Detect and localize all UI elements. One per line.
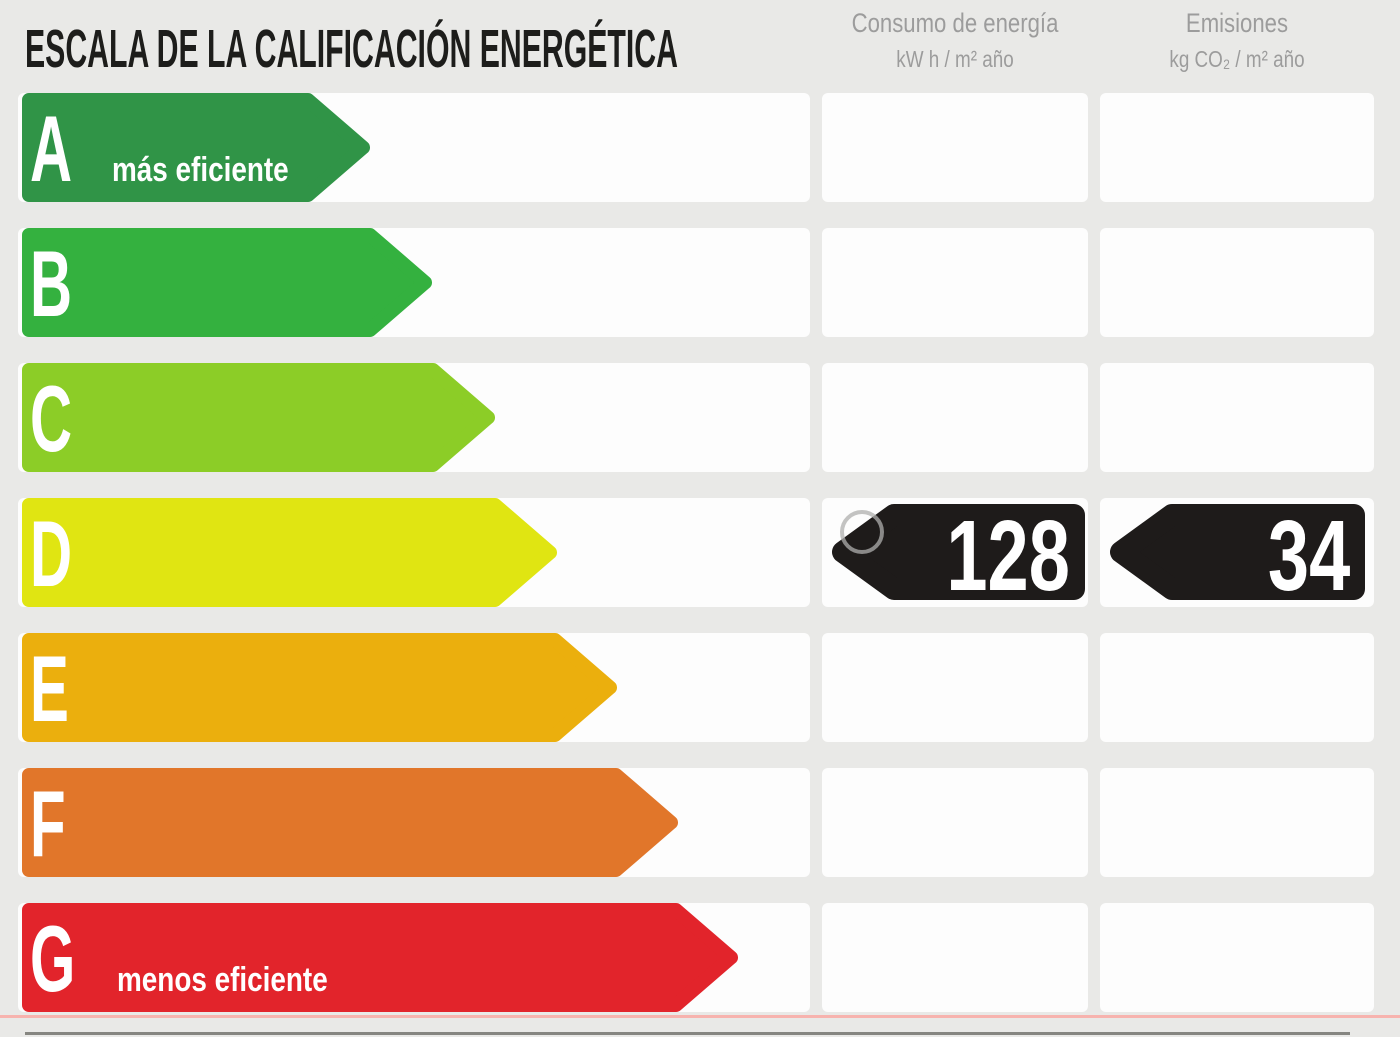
consumption-cell [822, 228, 1088, 337]
separator-line-pink [0, 1015, 1400, 1018]
badge-arrow-shape [832, 504, 1085, 600]
consumption-cell [822, 903, 1088, 1012]
rating-row-d: D 128 34 [0, 498, 1400, 607]
rating-row-f: F [0, 768, 1400, 877]
rating-bar-arrow-c [22, 363, 495, 472]
bar-label-d: D [30, 501, 98, 607]
rating-bar-arrow-a [22, 93, 370, 202]
badge-arrow-shape [1110, 504, 1365, 600]
emissions-cell [1100, 768, 1374, 877]
consumption-cell [822, 633, 1088, 742]
emissions-label: Emisiones [1185, 8, 1289, 38]
consumption-cell [822, 768, 1088, 877]
consumption-cell [822, 93, 1088, 202]
emissions-unit: kg CO₂ / m² año [1169, 46, 1305, 73]
consumption-cell [822, 363, 1088, 472]
bar-label-f: F [30, 771, 87, 877]
rating-row-e: E [0, 633, 1400, 742]
consumption-value-badge: 128 [832, 500, 1085, 612]
rating-row-b: B [0, 228, 1400, 337]
watermark-circle [840, 510, 884, 554]
rating-bar-arrow-d [22, 498, 557, 607]
column-header-emissions: Emisiones kg CO₂ / m² año [1100, 8, 1374, 72]
consumption-unit: kW h / m² año [896, 46, 1014, 73]
rating-bar-arrow-b [22, 228, 432, 337]
rating-bar-arrow-f [22, 768, 678, 877]
rating-bar-arrow-g [22, 903, 738, 1012]
column-header-consumption: Consumo de energía kW h / m² año [822, 8, 1088, 72]
bar-label-c: C [30, 366, 98, 472]
grade-letter-d: D [30, 501, 73, 607]
rating-bar-arrow-e [22, 633, 617, 742]
consumption-label: Consumo de energía [851, 8, 1059, 38]
emissions-cell [1100, 363, 1374, 472]
efficiency-note-least: menos eficiente [117, 961, 328, 1000]
bar-label-b: B [30, 231, 98, 337]
emissions-cell [1100, 228, 1374, 337]
page-title: ESCALA DE LA CALIFICACIÓN ENERGÉTICA [25, 19, 678, 79]
emissions-cell [1100, 633, 1374, 742]
grade-letter-f: F [30, 771, 66, 877]
emissions-value-badge: 34 [1110, 500, 1365, 612]
grade-letter-b: B [30, 231, 73, 337]
bottom-crop-line [25, 1032, 1350, 1035]
rating-row-c: C [0, 363, 1400, 472]
bar-label-e: E [30, 636, 93, 742]
emissions-value: 34 [1267, 500, 1350, 612]
grade-letter-g: G [30, 906, 76, 1012]
emissions-cell [1100, 93, 1374, 202]
grade-letter-a: A [30, 96, 73, 202]
efficiency-note-most: más eficiente [111, 151, 289, 190]
emissions-cell [1100, 903, 1374, 1012]
consumption-value: 128 [946, 500, 1070, 612]
grade-letter-c: C [30, 366, 73, 472]
grade-letter-e: E [30, 636, 69, 742]
